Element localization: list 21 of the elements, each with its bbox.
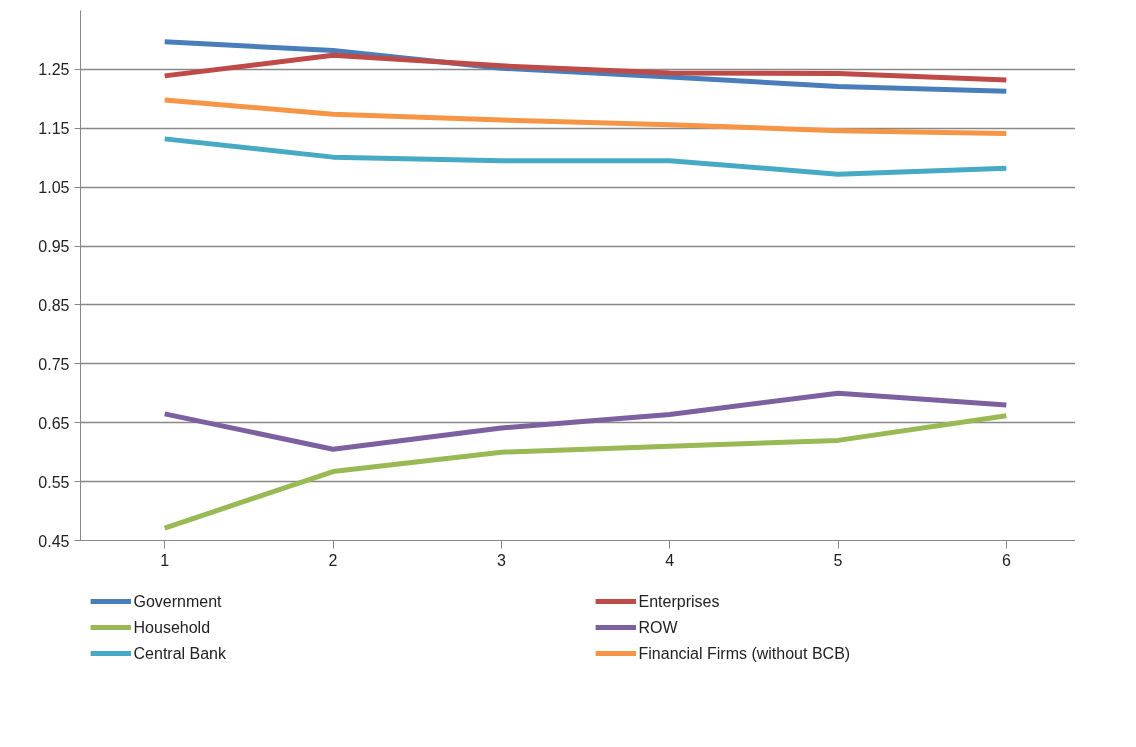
legend-label: Financial Firms (without BCB) (638, 645, 851, 662)
legend-label: Household (133, 619, 211, 636)
y-tick-label: 0.95 (38, 238, 70, 256)
legend-label: Central Bank (133, 645, 228, 662)
x-tick-label: 3 (496, 551, 506, 569)
x-tick-label: 6 (1001, 551, 1011, 569)
y-tick-label: 1.05 (38, 179, 70, 197)
y-tick-label: 0.45 (38, 532, 70, 550)
y-tick-label: 0.65 (38, 414, 70, 432)
x-tick-label: 4 (665, 551, 675, 569)
x-tick-label: 5 (833, 551, 843, 569)
legend-label: Enterprises (638, 593, 720, 610)
x-tick-label: 2 (328, 551, 338, 569)
y-tick-label: 0.85 (38, 296, 70, 314)
y-tick-label: 1.25 (38, 61, 70, 79)
legend-label: Government (133, 593, 223, 610)
y-tick-label: 0.55 (38, 473, 70, 491)
x-tick-label: 1 (160, 551, 170, 569)
y-tick-label: 1.15 (38, 120, 70, 138)
y-tick-label: 0.75 (38, 355, 70, 373)
legend-label: ROW (638, 619, 679, 636)
